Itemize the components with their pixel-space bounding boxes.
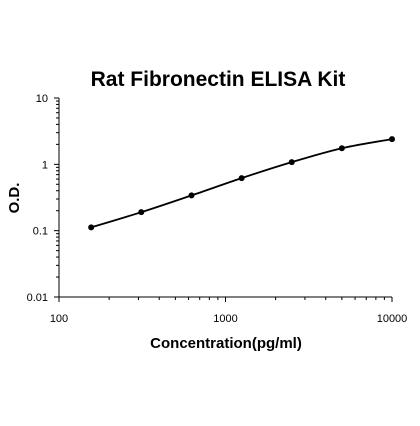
series-layer — [88, 136, 395, 231]
chart-title: Rat Fibronectin ELISA Kit — [91, 68, 346, 91]
data-point — [338, 145, 345, 152]
y-tick-label: 10 — [36, 93, 48, 105]
y-tick-label: 0.01 — [27, 292, 48, 304]
x-tick-label: 1000 — [213, 313, 237, 325]
data-point — [238, 175, 245, 182]
data-point — [288, 159, 295, 166]
data-point — [188, 192, 195, 199]
data-point — [88, 224, 95, 231]
data-point — [389, 136, 395, 143]
x-axis-label: Concentration(pg/ml) — [150, 335, 302, 352]
x-tick-label: 10000 — [377, 313, 408, 325]
x-axis-ticks: 100 1000 10000 — [50, 297, 407, 325]
y-axis-ticks: 0.01 0.1 1 10 — [27, 93, 59, 304]
data-point — [138, 209, 145, 216]
y-tick-label: 1 — [42, 159, 48, 171]
series-line — [90, 138, 393, 229]
y-axis-label: O.D. — [6, 183, 23, 214]
x-tick-label: 100 — [50, 313, 68, 325]
plot-area: 0.01 0.1 1 10 100 1000 10000 — [27, 93, 408, 325]
y-tick-label: 0.1 — [33, 226, 48, 238]
